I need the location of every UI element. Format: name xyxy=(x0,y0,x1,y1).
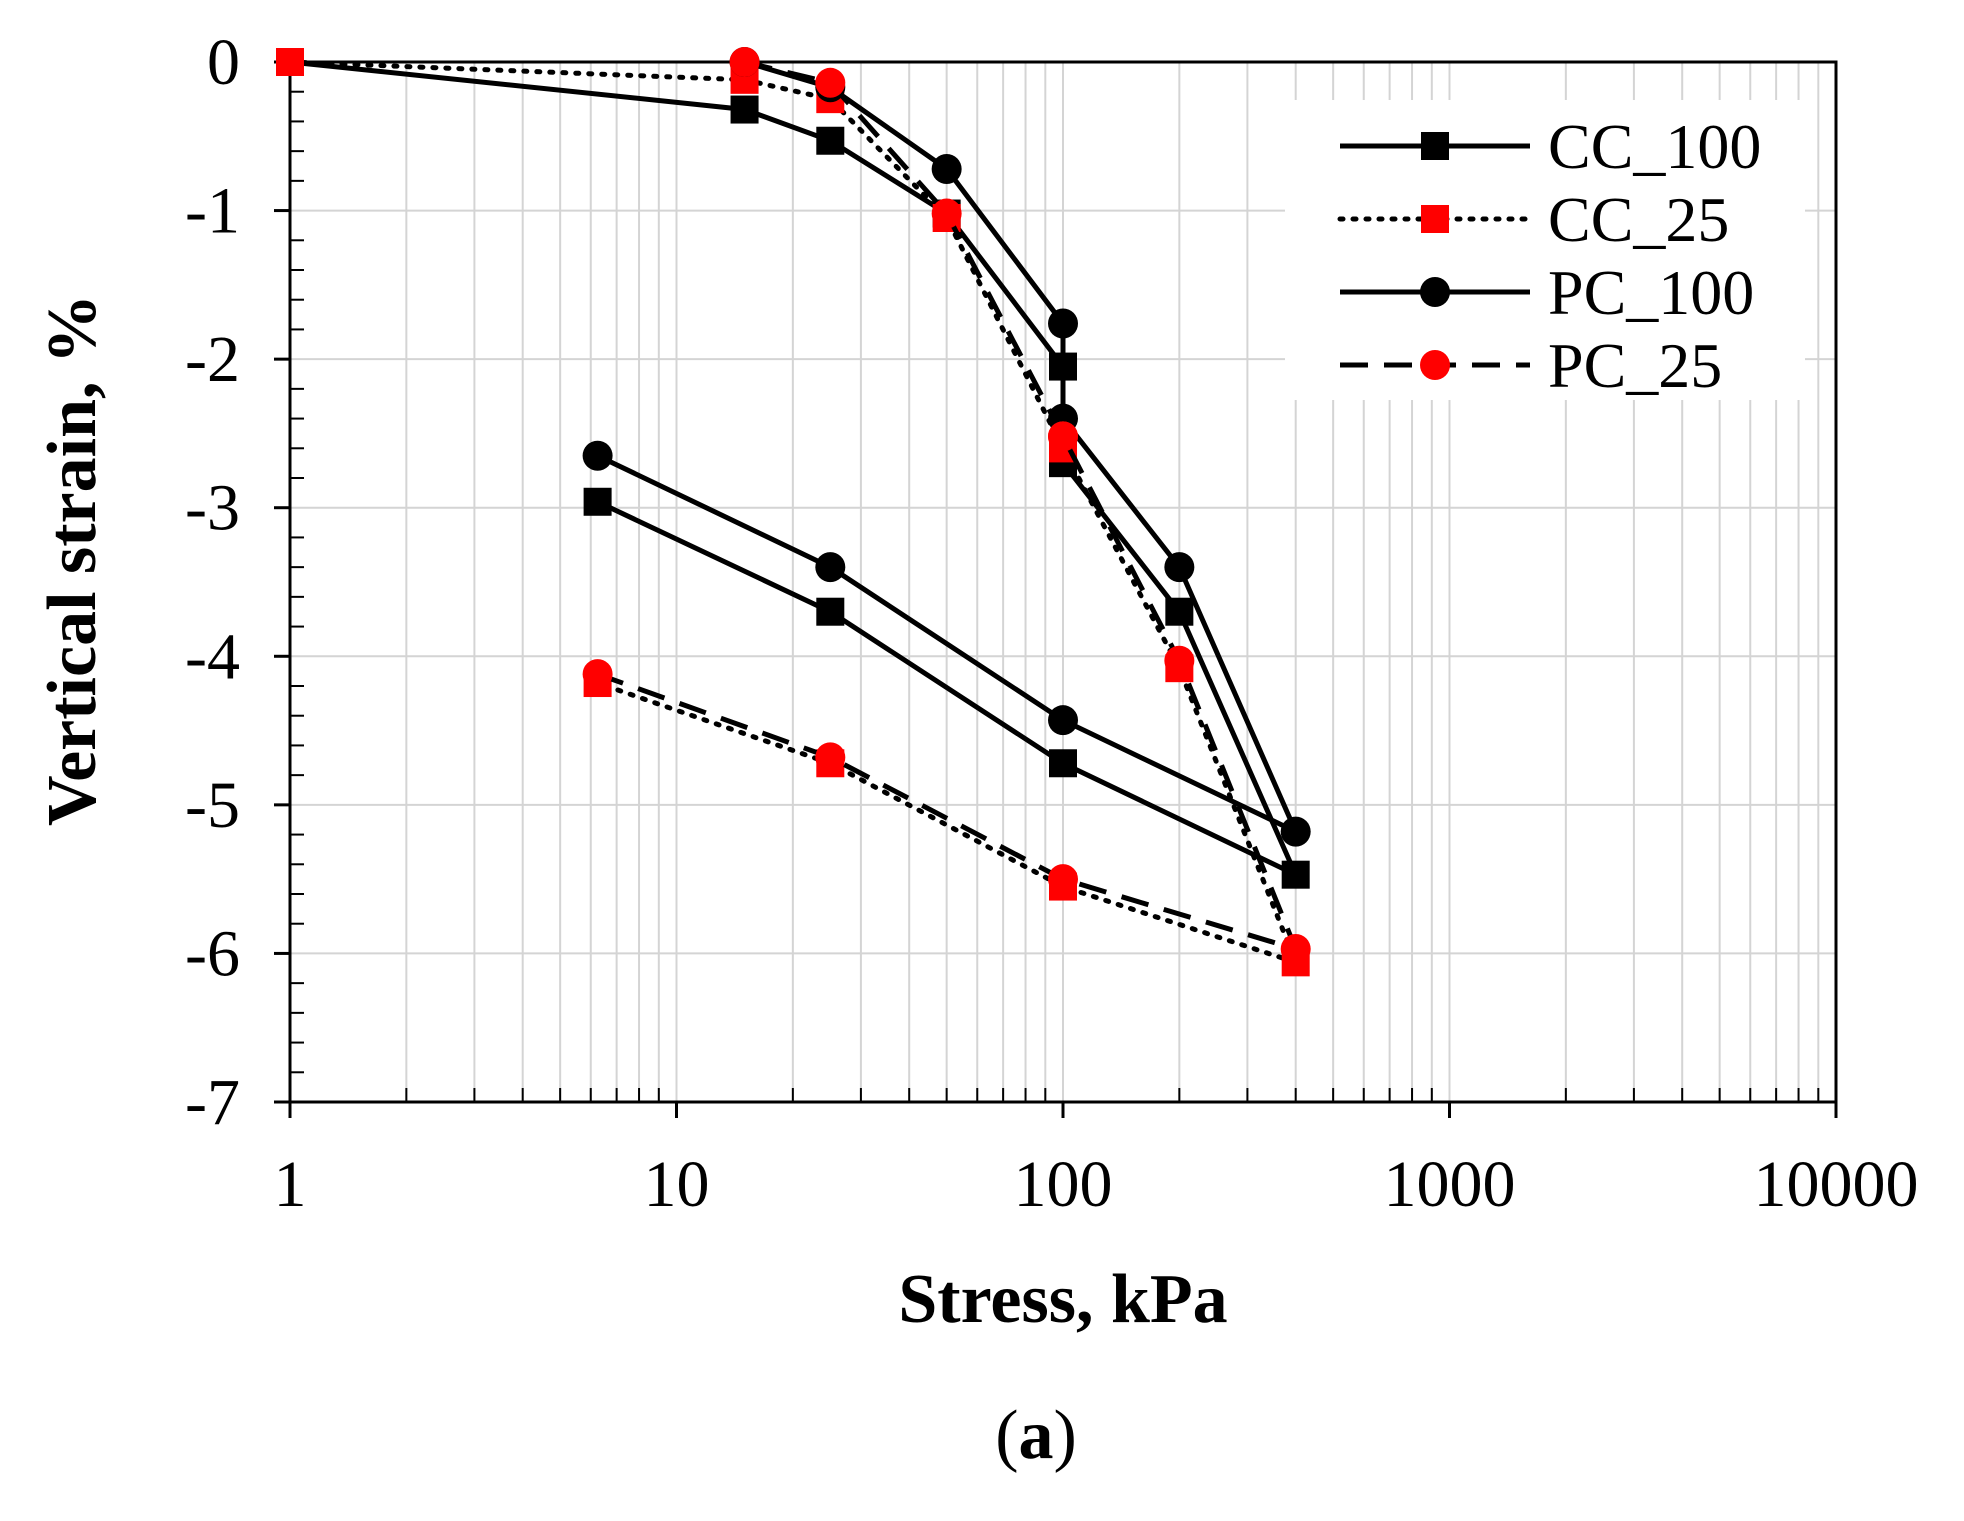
data-point-cc-100 xyxy=(816,597,845,626)
legend-label: PC_25 xyxy=(1548,330,1722,401)
y-tick-label: 0 xyxy=(207,26,240,99)
series-pc-25 xyxy=(582,47,1311,964)
y-tick-label: -4 xyxy=(185,620,240,693)
legend-label: CC_100 xyxy=(1548,111,1761,182)
data-point-pc-25 xyxy=(1048,421,1078,452)
legend-label: CC_25 xyxy=(1548,184,1729,255)
data-point-pc-25 xyxy=(1420,350,1450,380)
caption-open: ( xyxy=(995,1397,1018,1474)
series-line-pc-100 xyxy=(596,59,1301,837)
caption-close: ) xyxy=(1054,1397,1077,1474)
axis-ticks: 0 -1 -2 -3 -4 -5 -6 -7 1 10 100 1000 10000 xyxy=(185,26,1918,1221)
data-point-cc-100 xyxy=(583,487,612,516)
legend-entry-pc-25: PC_25 xyxy=(1340,330,1722,401)
data-point-pc-25 xyxy=(815,67,846,98)
y-tick-label: -5 xyxy=(185,769,240,842)
y-tick-label: -7 xyxy=(185,1066,240,1139)
data-point-pc-100 xyxy=(1420,277,1450,307)
legend-background xyxy=(1285,100,1805,400)
data-point-cc-100 xyxy=(1049,749,1077,778)
data-point-pc-25 xyxy=(1164,645,1195,676)
series-line-cc-25 xyxy=(287,59,1300,967)
x-tick-label: 100 xyxy=(1014,1148,1113,1221)
data-point-cc-100 xyxy=(1281,860,1310,889)
y-tick-label: -6 xyxy=(185,917,240,990)
data-point-pc-100 xyxy=(1164,552,1195,583)
legend-label: PC_100 xyxy=(1548,257,1754,328)
x-tick-label: 10 xyxy=(644,1148,710,1221)
y-tick-label: -1 xyxy=(185,175,240,248)
data-point-pc-25 xyxy=(931,198,962,229)
data-point-cc-25 xyxy=(1421,205,1449,233)
data-point-pc-25 xyxy=(729,47,760,77)
x-axis-title: Stress, kPa xyxy=(898,1261,1227,1338)
data-point-cc-100 xyxy=(730,95,759,124)
data-point-cc-100 xyxy=(1165,597,1194,626)
data-point-pc-100 xyxy=(815,552,846,583)
data-point-pc-100 xyxy=(582,440,613,471)
figure-caption: (a) xyxy=(995,1397,1077,1474)
series-layer xyxy=(276,47,1311,977)
data-point-pc-25 xyxy=(1048,864,1078,895)
data-point-pc-100 xyxy=(1280,816,1311,847)
legend-entry-cc-25: CC_25 xyxy=(1337,184,1729,255)
data-point-pc-25 xyxy=(815,742,846,773)
data-point-pc-100 xyxy=(931,153,962,184)
x-tick-label: 1 xyxy=(274,1148,307,1221)
data-point-pc-25 xyxy=(582,659,613,690)
y-axis-title: Vertical strain, % xyxy=(34,294,111,826)
caption-letter: a xyxy=(1019,1397,1054,1474)
y-tick-label: -3 xyxy=(185,472,240,545)
y-tick-label: -2 xyxy=(185,323,240,396)
legend-entry-pc-100: PC_100 xyxy=(1340,257,1754,328)
data-point-pc-100 xyxy=(1048,308,1078,339)
legend-entry-cc-100: CC_100 xyxy=(1340,111,1761,182)
data-point-cc-100 xyxy=(816,126,845,155)
data-point-pc-100 xyxy=(1048,705,1078,736)
x-tick-label: 10000 xyxy=(1754,1148,1919,1221)
data-point-cc-25 xyxy=(276,48,304,76)
data-point-pc-25 xyxy=(1280,933,1311,964)
x-tick-label: 1000 xyxy=(1384,1148,1516,1221)
data-point-cc-100 xyxy=(1421,132,1449,160)
